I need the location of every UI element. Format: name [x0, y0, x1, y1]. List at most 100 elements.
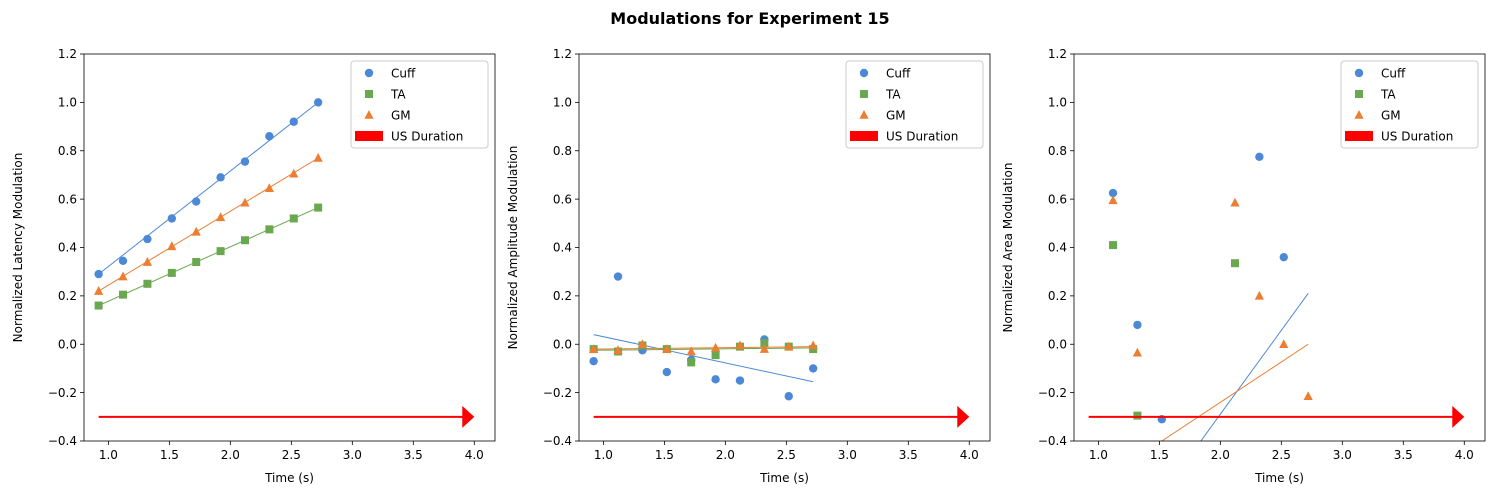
x-tick-label: 2.5: [777, 448, 796, 462]
data-point-cuff: [784, 392, 793, 401]
data-point-gm: [808, 340, 818, 350]
data-point-gm: [613, 345, 623, 355]
x-tick-label: 3.0: [838, 448, 857, 462]
data-point-ta: [1109, 241, 1118, 250]
data-point-gm: [735, 340, 745, 350]
data-point-ta: [94, 301, 103, 310]
us-duration-arrowhead: [957, 405, 970, 428]
data-point-gm: [215, 212, 226, 222]
legend-box: [1340, 60, 1479, 149]
legend-marker-cuff: [859, 68, 869, 78]
data-point-ta: [1133, 411, 1142, 420]
x-tick-label: 1.0: [1089, 448, 1108, 462]
chart-panel-area: 1.0 1.5 2.0 2.5 3.0 3.5 4.0 −0.4 −0.2 0.0 0.2 0.4 0.…: [1001, 47, 1486, 485]
data-point-ta: [167, 268, 176, 277]
data-point-gm: [1108, 195, 1118, 205]
data-point-cuff: [265, 132, 274, 141]
y-tick-label: 1.2: [58, 47, 77, 61]
data-point-cuff: [711, 375, 720, 384]
legend-label: Cuff: [886, 66, 911, 80]
x-axis-label: Time (s): [759, 471, 809, 485]
y-tick-label: −0.4: [48, 434, 77, 448]
y-tick-label: 1.0: [58, 96, 77, 110]
data-point-cuff: [94, 269, 103, 279]
data-point-gm: [240, 197, 250, 207]
y-tick-label: −0.4: [1038, 434, 1067, 448]
legend-box: [845, 60, 984, 149]
legend-marker-ta: [860, 90, 868, 98]
legend-swatch-us-duration: [1345, 131, 1373, 141]
data-point-gm: [289, 168, 299, 178]
legend-marker-ta: [1355, 90, 1363, 98]
data-point-cuff: [808, 364, 818, 373]
x-tick-label: 1.5: [1150, 448, 1169, 462]
data-point-gm: [118, 271, 128, 281]
data-point-gm: [1279, 339, 1289, 349]
y-tick-label: 0.2: [58, 289, 77, 303]
axes-frame: [83, 53, 496, 442]
x-tick-label: 3.0: [1333, 448, 1352, 462]
data-point-ta: [687, 358, 696, 367]
legend-label: TA: [885, 87, 901, 101]
data-point-cuff: [240, 157, 250, 166]
data-point-ta: [192, 258, 201, 267]
legend-label: US Duration: [1381, 129, 1453, 143]
data-point-gm: [1303, 391, 1313, 401]
legend-label: GM: [886, 108, 906, 122]
data-point-cuff: [1108, 188, 1118, 198]
plot-area: [94, 98, 475, 428]
data-point-gm: [264, 183, 274, 193]
data-point-cuff: [143, 234, 152, 244]
data-point-ta: [760, 339, 769, 348]
x-tick-label: 2.0: [221, 448, 240, 462]
data-point-gm: [142, 257, 153, 266]
y-tick-label: 0.0: [1048, 337, 1067, 351]
data-point-cuff: [118, 256, 128, 266]
y-axis-label: Normalized Area Modulation: [1001, 163, 1015, 333]
legend: Cuff TA GM US Duration: [1340, 60, 1479, 149]
data-point-ta: [314, 203, 323, 212]
data-point-cuff: [192, 197, 201, 206]
y-tick-label: 0.4: [553, 241, 572, 255]
data-point-gm: [710, 342, 721, 352]
data-point-gm: [313, 153, 323, 162]
x-tick-label: 2.0: [1211, 448, 1230, 462]
data-point-cuff: [1255, 152, 1264, 161]
data-point-cuff: [662, 367, 672, 377]
data-point-gm: [759, 344, 769, 353]
fit-line-cuff: [98, 101, 319, 275]
legend-marker-cuff: [1354, 68, 1364, 78]
chart-panels: 1.0 1.5 2.0 2.5 3.0 3.5 4.0 −0.4 −0.2 0.0 0.2 0.4 0.…: [11, 47, 1486, 485]
x-tick-label: 2.5: [1272, 448, 1291, 462]
y-tick-label: 1.2: [553, 47, 572, 61]
x-tick-label: 2.5: [282, 448, 301, 462]
legend-marker-ta: [365, 90, 373, 98]
data-point-cuff: [613, 272, 623, 281]
plot-area: [589, 272, 970, 428]
y-axis-label: Normalized Latency Modulation: [11, 153, 25, 343]
y-tick-label: 0.0: [58, 337, 77, 351]
y-tick-label: −0.2: [1038, 386, 1067, 400]
legend-label: TA: [1380, 87, 1396, 101]
data-point-gm: [637, 339, 648, 349]
legend-label: TA: [390, 87, 406, 101]
fit-line-gm: [593, 346, 814, 350]
data-point-gm: [191, 226, 201, 236]
legend: Cuff TA GM US Duration: [845, 60, 984, 149]
x-tick-label: 1.0: [594, 448, 613, 462]
x-tick-label: 3.5: [404, 448, 423, 462]
y-axis-label: Normalized Amplitude Modulation: [506, 146, 520, 350]
data-point-gm: [662, 344, 672, 353]
data-point-cuff: [216, 173, 225, 182]
data-point-cuff: [1133, 320, 1142, 330]
y-tick-label: 0.4: [58, 241, 77, 255]
y-tick-label: 1.0: [553, 96, 572, 110]
data-point-ta: [240, 236, 249, 245]
legend-label: US Duration: [391, 129, 463, 143]
data-point-gm: [1254, 290, 1264, 300]
us-duration-arrowhead: [462, 405, 475, 428]
data-point-gm: [784, 341, 794, 351]
axes-frame: [1073, 53, 1486, 442]
x-axis-label: Time (s): [1254, 471, 1304, 485]
